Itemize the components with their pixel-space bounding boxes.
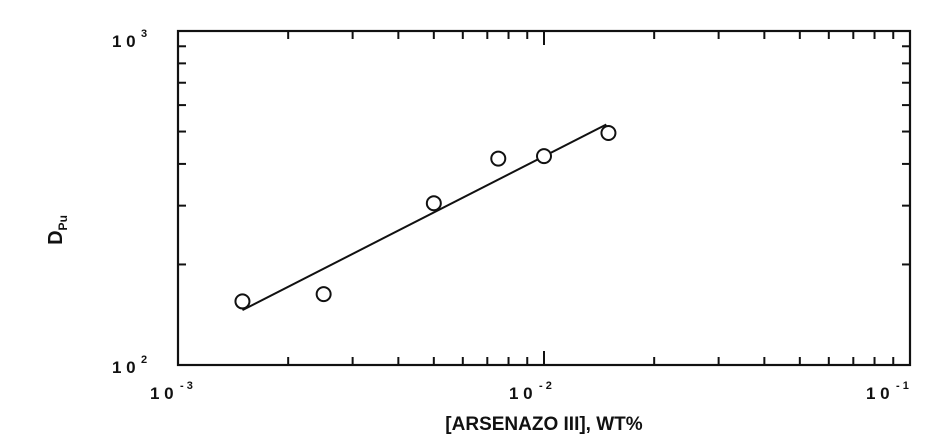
x-tick-label-0.1: 1 0 - 1 [866, 380, 909, 403]
x-tick-base: 1 0 [150, 384, 174, 403]
axis-ticks [177, 30, 911, 366]
x-tick-label-0.001: 1 0 - 3 [150, 380, 193, 403]
x-tick-exp: - 2 [539, 380, 552, 392]
y-tick-label-100: 1 0 2 [112, 354, 147, 377]
x-tick-exp: - 1 [896, 380, 909, 392]
y-tick-exp: 2 [141, 354, 147, 366]
data-point [234, 293, 251, 310]
data-point [490, 150, 507, 167]
x-axis-title: [ARSENAZO III], WT% [445, 414, 642, 435]
data-points [234, 125, 617, 310]
data-point [600, 125, 617, 142]
fit-line [241, 123, 607, 311]
plot-frame [176, 29, 912, 367]
y-tick-label-1000: 1 0 3 [112, 28, 147, 51]
data-point [536, 148, 552, 165]
data-point [315, 286, 332, 303]
y-axis-title-main: D [45, 230, 67, 244]
y-tick-base: 1 0 [112, 358, 136, 377]
data-point [425, 195, 442, 212]
x-tick-label-0.01: 1 0 - 2 [509, 380, 552, 403]
svg-text:DPu: DPu [45, 215, 70, 245]
y-tick-exp: 3 [141, 28, 147, 40]
y-tick-base: 1 0 [112, 32, 136, 51]
x-tick-base: 1 0 [866, 384, 890, 403]
y-axis-title-sub: Pu [56, 215, 70, 230]
x-tick-base: 1 0 [509, 384, 533, 403]
x-tick-exp: - 3 [180, 380, 193, 392]
y-axis-title: DPu [45, 215, 70, 245]
